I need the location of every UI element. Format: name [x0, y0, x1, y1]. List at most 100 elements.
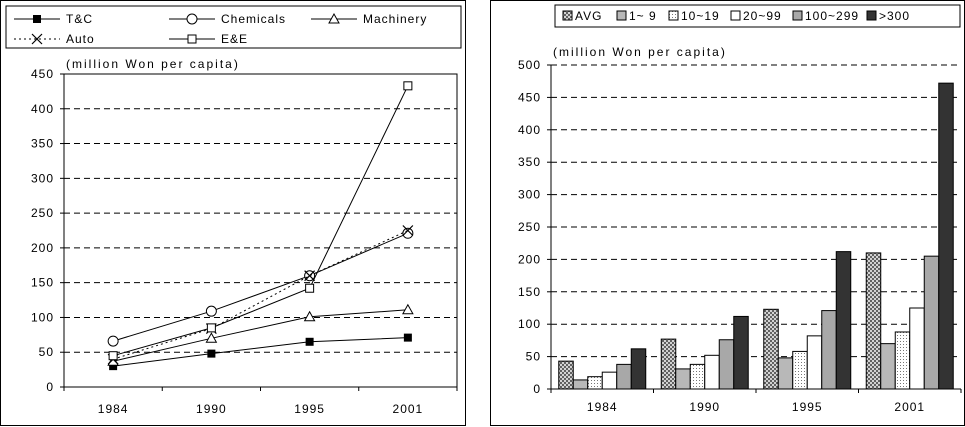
legend-swatch-100-299	[792, 10, 803, 21]
bar-100-299-1990	[718, 339, 735, 390]
bar-avg-1990	[660, 338, 677, 390]
y-tick-label-400: 400	[31, 102, 54, 116]
legend-swatch-20-99	[730, 10, 741, 21]
line-t-c	[113, 337, 408, 367]
y-tick-label-350: 350	[518, 155, 541, 169]
y-tick-label-200: 200	[518, 252, 541, 266]
y-tick-label-250: 250	[31, 206, 54, 220]
legend-item-1-9: 1~ 9	[616, 9, 657, 23]
point-machinery-1995	[303, 310, 316, 322]
bar-1-9-2001	[880, 343, 896, 390]
point-e-e-2001	[403, 81, 413, 91]
bar-20-99-1984	[601, 371, 618, 390]
y-tick-label-200: 200	[31, 241, 54, 255]
bar-100-299-1984	[616, 363, 632, 390]
bar-20-99-2001	[909, 307, 925, 390]
point-t-c-1995	[305, 337, 314, 346]
y-tick-label-100: 100	[31, 310, 54, 324]
legend-item-chemicals: Chemicals	[169, 12, 286, 26]
line-e-e	[112, 85, 409, 357]
point-t-c-2001	[403, 333, 412, 342]
point-e-e-1990	[206, 323, 216, 333]
point-t-c-1990	[207, 349, 216, 358]
x-tick-label-1990: 1990	[196, 402, 227, 416]
x-tick-label-1995: 1995	[294, 402, 325, 416]
point-auto-1995	[304, 270, 316, 282]
legend-label-t-c: T&C	[66, 12, 93, 26]
bar-1-9-1995	[777, 357, 794, 390]
legend-label-auto: Auto	[66, 32, 95, 46]
legend-item-300: >300	[866, 9, 910, 23]
bar-300-2001	[938, 82, 954, 390]
legend-marker-e-e	[187, 34, 197, 44]
y-tick-label-0: 0	[46, 380, 54, 394]
bar-avg-1984	[558, 360, 574, 390]
bar-group-1984	[558, 348, 647, 390]
y-tick-label-500: 500	[518, 58, 541, 72]
y-axis-unit-label: (million Won per capita)	[66, 57, 240, 71]
legend-swatch-avg	[562, 10, 573, 21]
bar-10-19-1984	[587, 376, 603, 390]
series-chemicals	[107, 227, 414, 347]
legend-item-auto: Auto	[14, 32, 95, 46]
bar-1-9-1984	[572, 379, 589, 390]
legend-item-10-19: 10~19	[668, 9, 720, 23]
legend-label-1-9: 1~ 9	[629, 9, 657, 23]
point-machinery-1984	[107, 355, 119, 366]
x-tick-label-1984: 1984	[587, 400, 618, 414]
legend: T&C Chemicals Machinery Auto E&E	[5, 5, 462, 49]
y-tick-label-300: 300	[31, 171, 54, 185]
bar-chart-panel: AVG 1~ 9 10~19 20~99 100~299 >300 (million Won…	[490, 0, 965, 426]
bar-300-1990	[733, 315, 749, 390]
legend-frame	[5, 5, 462, 49]
y-tick-label-50: 50	[39, 345, 54, 359]
legend-frame	[554, 4, 961, 28]
legend-swatch-1-9	[616, 10, 627, 21]
point-chemicals-1984	[107, 335, 119, 347]
legend-swatch-10-19	[668, 10, 679, 21]
y-tick-label-150: 150	[518, 285, 541, 299]
series-auto	[107, 225, 414, 365]
bar-10-19-1990	[689, 363, 706, 390]
legend-label-machinery: Machinery	[363, 12, 427, 26]
legend-label-10-19: 10~19	[681, 9, 720, 23]
legend-label-chemicals: Chemicals	[221, 12, 286, 26]
y-tick-label-100: 100	[518, 317, 541, 331]
plot-frame	[63, 73, 458, 388]
x-tick-label-2001: 2001	[393, 402, 424, 416]
legend-label-avg: AVG	[575, 9, 602, 23]
bar-20-99-1995	[806, 335, 823, 390]
series-t-c	[109, 333, 412, 371]
y-tick-label-350: 350	[31, 137, 54, 151]
line-chemicals	[112, 232, 409, 342]
line-chart: T&C Chemicals Machinery Auto E&E (million Won…	[5, 5, 462, 416]
legend-marker-t-c	[33, 15, 41, 23]
legend-label-100-299: 100~299	[805, 9, 859, 23]
y-tick-label-150: 150	[31, 276, 54, 290]
x-tick-label-1995: 1995	[792, 400, 823, 414]
bar-chart: AVG 1~ 9 10~19 20~99 100~299 >300 (million Won…	[518, 4, 962, 414]
bar-avg-2001	[865, 252, 882, 390]
legend: AVG 1~ 9 10~19 20~99 100~299 >300	[554, 4, 961, 28]
legend-item-machinery: Machinery	[311, 12, 427, 26]
line-machinery	[113, 309, 408, 362]
point-machinery-1990	[205, 332, 218, 343]
bar-group-1995	[763, 251, 852, 390]
series-e-e	[108, 81, 413, 361]
legend-marker-machinery	[328, 12, 340, 24]
bar-avg-1995	[763, 308, 779, 390]
point-auto-2001	[402, 225, 414, 236]
x-tick-label-2001: 2001	[894, 400, 925, 414]
point-e-e-1995	[305, 283, 315, 293]
bar-10-19-2001	[894, 331, 911, 390]
legend-item-20-99: 20~99	[730, 9, 781, 23]
x-tick-label-1990: 1990	[689, 400, 720, 414]
y-tick-label-250: 250	[518, 220, 541, 234]
line-auto	[112, 230, 409, 360]
y-tick-label-450: 450	[518, 90, 541, 104]
legend-label-300: >300	[879, 9, 910, 23]
bar-group-2001	[865, 82, 954, 390]
legend-label-e-e: E&E	[221, 32, 248, 46]
point-t-c-1984	[109, 362, 118, 371]
legend-marker-auto	[31, 33, 43, 45]
